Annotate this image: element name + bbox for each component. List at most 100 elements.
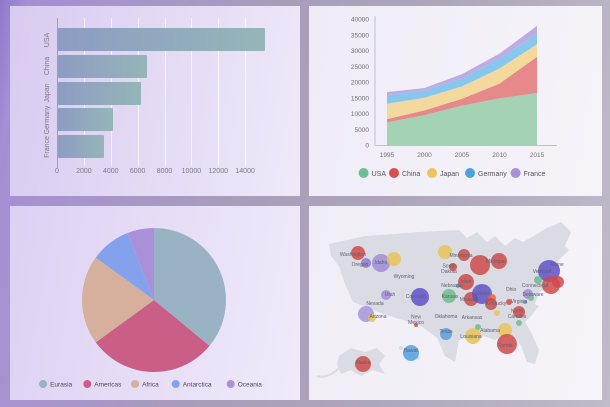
state-bubble-kansas[interactable] xyxy=(442,289,456,303)
state-bubble-alaska[interactable] xyxy=(355,356,371,372)
legend-dot-icon xyxy=(171,380,180,388)
bar-germany[interactable] xyxy=(58,108,114,132)
state-bubble-illinois[interactable] xyxy=(472,284,492,304)
area-series-usa[interactable] xyxy=(387,93,537,145)
bar-category-label: France xyxy=(44,135,51,158)
state-label-michigan: Michigan xyxy=(486,259,506,265)
bar-x-tick-label: 12000 xyxy=(208,168,228,175)
pie-slice-oceania[interactable] xyxy=(127,228,154,300)
bar-france[interactable] xyxy=(58,135,104,159)
bar-x-tick-label: 8000 xyxy=(156,168,173,175)
state-bubble-mississippi[interactable] xyxy=(475,324,481,330)
state-bubble-south-dakota[interactable] xyxy=(449,263,457,271)
area-y-tick-label: 40000 xyxy=(351,17,369,24)
pie-slice-eurasia[interactable] xyxy=(154,228,226,346)
state-bubble-oregon[interactable] xyxy=(361,258,371,268)
area-series-china[interactable] xyxy=(387,56,537,123)
state-label-oklahoma: Oklahoma xyxy=(435,314,458,320)
state-bubble-utah[interactable] xyxy=(381,290,391,300)
area-x-tick-label: 1995 xyxy=(380,152,395,159)
state-bubble-colorado[interactable] xyxy=(411,288,429,306)
state-bubble-idaho[interactable] xyxy=(372,254,390,272)
pie-legend-label: Eurasia xyxy=(50,382,72,389)
area-legend-item-usa[interactable]: USA xyxy=(358,168,387,178)
state-label-texas: Texas xyxy=(439,329,453,335)
state-bubble-hawaii[interactable] xyxy=(403,345,419,361)
pie-legend-item-africa[interactable]: Africa xyxy=(131,380,159,389)
pie-legend-label: Oceania xyxy=(238,382,263,389)
state-bubble-georgia[interactable] xyxy=(498,323,512,337)
stacked-area-chart: 0 5000 10000 15000 20000 25000 30000 35000 40000… xyxy=(351,16,557,178)
state-label-nevada: Nevada xyxy=(366,301,383,307)
area-series-germany[interactable] xyxy=(387,33,537,104)
pie-legend-item-oceania[interactable]: Oceania xyxy=(226,380,263,389)
legend-dot-icon xyxy=(389,168,399,178)
state-label-louisiana: Louisiana xyxy=(460,334,482,340)
area-legend-item-france[interactable]: France xyxy=(510,168,546,178)
pie-slice-americas[interactable] xyxy=(95,300,210,372)
area-legend-label: Germany xyxy=(478,171,507,178)
bar-usa[interactable] xyxy=(58,28,265,51)
state-bubble-wisconsin[interactable] xyxy=(470,255,490,275)
state-bubble-west-virginia[interactable] xyxy=(506,299,512,305)
state-label-virginia: Virginia xyxy=(511,299,528,305)
state-label-delaware: Delaware xyxy=(522,292,543,298)
state-bubble-arizona[interactable] xyxy=(368,314,376,322)
state-bubble-new-jersey[interactable] xyxy=(528,295,534,301)
area-series-japan[interactable] xyxy=(387,44,537,120)
state-label-minnesota: Minnesota xyxy=(449,253,472,259)
state-label-florida: Florida xyxy=(497,343,513,349)
bar-x-tick-label: 2000 xyxy=(76,168,92,175)
bar-x-tick-label: 4000 xyxy=(102,168,119,175)
area-legend-item-japan[interactable]: Japan xyxy=(427,168,459,178)
aleutian-islands-shape xyxy=(316,367,340,378)
state-label-ohio: Ohio xyxy=(506,287,517,293)
state-bubble-minnesota[interactable] xyxy=(458,249,470,261)
bar-china[interactable] xyxy=(58,54,147,78)
area-legend-label: China xyxy=(402,171,420,178)
area-legend-item-germany[interactable]: Germany xyxy=(465,168,507,178)
state-bubble-south-carolina[interactable] xyxy=(516,320,522,326)
area-y-tick-label: 5000 xyxy=(355,127,370,134)
bar-japan[interactable] xyxy=(58,81,142,105)
state-label-missouri: Missouri xyxy=(460,297,479,303)
pie-slice-antarctica[interactable] xyxy=(95,233,154,300)
state-label-alabama: Alabama xyxy=(480,328,500,334)
state-label-arkansas: Arkansas xyxy=(462,315,483,321)
state-bubble-kentucky[interactable] xyxy=(485,298,497,310)
state-bubble-virginia[interactable] xyxy=(523,300,527,304)
pie-legend-item-antarctica[interactable]: Antarctica xyxy=(171,380,212,389)
state-bubble-louisiana[interactable] xyxy=(465,328,481,344)
state-bubble-new-york[interactable] xyxy=(534,276,542,284)
legend-dot-icon xyxy=(427,168,437,178)
state-bubble-montana[interactable] xyxy=(387,252,401,266)
state-bubble-iowa[interactable] xyxy=(458,274,474,290)
area-x-tick-label: 2000 xyxy=(417,152,432,159)
bar-x-tick-label: 0 xyxy=(55,168,59,175)
state-bubble-vermont[interactable] xyxy=(538,260,560,282)
state-bubble-north-carolina[interactable] xyxy=(513,306,525,318)
state-bubble-washington[interactable] xyxy=(351,246,365,260)
state-bubble-texas[interactable] xyxy=(440,328,452,340)
map-panel: Washington Oregon Idaho Wyoming Utah Colorado… xyxy=(309,206,602,400)
pie-legend-item-eurasia[interactable]: Eurasia xyxy=(39,380,73,389)
area-y-tick-label: 0 xyxy=(365,143,369,150)
state-label-nebraska: Nebraska xyxy=(441,283,463,289)
state-bubble-new-mexico[interactable] xyxy=(414,323,418,327)
state-bubble-north-dakota[interactable] xyxy=(438,245,452,259)
state-bubble-connecticut[interactable] xyxy=(542,276,560,294)
area-y-tick-label: 15000 xyxy=(351,95,369,102)
state-bubble-tennessee[interactable] xyxy=(494,310,500,316)
pie-legend-item-americas[interactable]: Americas xyxy=(83,380,122,389)
state-bubble-michigan[interactable] xyxy=(491,253,507,269)
state-bubble-florida[interactable] xyxy=(497,334,517,354)
area-x-tick-label: 2010 xyxy=(492,152,507,159)
pie-slice-africa[interactable] xyxy=(82,257,154,343)
legend-dot-icon xyxy=(39,380,48,388)
bar-x-tick-label: 14000 xyxy=(235,168,255,175)
area-legend-item-china[interactable]: China xyxy=(389,168,420,178)
state-label-new-mexico: New Mexico xyxy=(408,314,424,326)
pie-legend-label: Africa xyxy=(142,382,159,389)
state-label-oregon: Oregon xyxy=(352,262,369,268)
